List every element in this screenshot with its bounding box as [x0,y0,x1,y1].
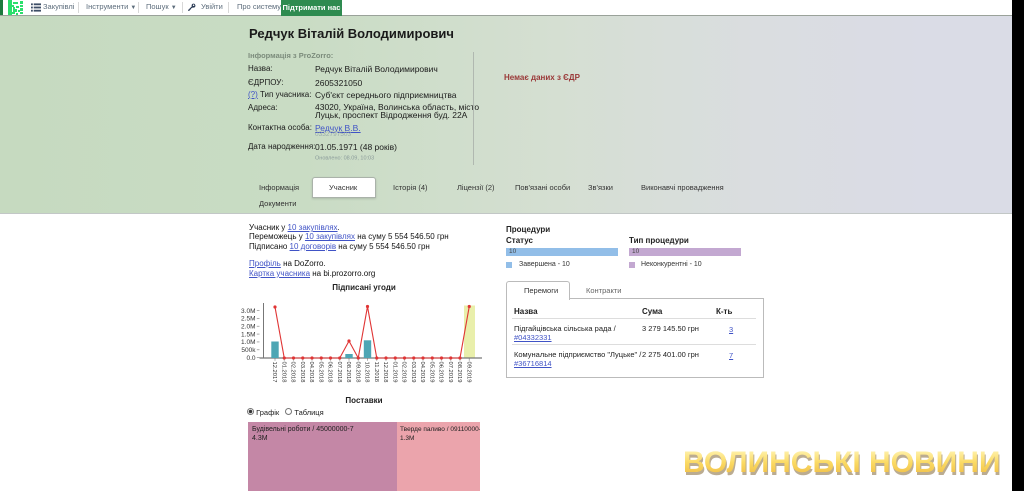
svg-text:02.2019: 02.2019 [401,362,407,383]
svg-text:11.2018: 11.2018 [373,362,379,383]
svg-text:12.2017: 12.2017 [271,362,277,383]
svg-text:09.2018: 09.2018 [354,362,360,383]
svg-text:1.5M: 1.5M [241,331,255,338]
svg-text:04.2019: 04.2019 [419,362,425,383]
svg-text:05.2018: 05.2018 [317,362,323,383]
svg-text:09.2019: 09.2019 [465,362,471,383]
svg-text:06.2018: 06.2018 [327,362,333,383]
svg-text:07.2019: 07.2019 [447,362,453,383]
svg-text:12.2018: 12.2018 [382,362,388,383]
svg-text:03.2019: 03.2019 [410,362,416,383]
svg-text:2.5M: 2.5M [241,316,255,323]
svg-text:01.2019: 01.2019 [391,362,397,383]
svg-text:02.2018: 02.2018 [290,362,296,383]
svg-text:03.2018: 03.2018 [299,362,305,383]
svg-text:10.2018: 10.2018 [364,362,370,383]
svg-text:05.2019: 05.2019 [428,362,434,383]
svg-text:01.2018: 01.2018 [280,362,286,383]
svg-text:0.0: 0.0 [246,355,255,362]
svg-text:08.2019: 08.2019 [456,362,462,383]
svg-text:04.2018: 04.2018 [308,362,314,383]
svg-text:06.2019: 06.2019 [438,362,444,383]
svg-text:08.2018: 08.2018 [345,362,351,383]
svg-text:2.0M: 2.0M [241,323,255,330]
svg-text:500k: 500k [241,347,256,354]
svg-text:3.0M: 3.0M [241,308,255,315]
svg-text:1.0M: 1.0M [241,339,255,346]
svg-text:07.2018: 07.2018 [336,362,342,383]
